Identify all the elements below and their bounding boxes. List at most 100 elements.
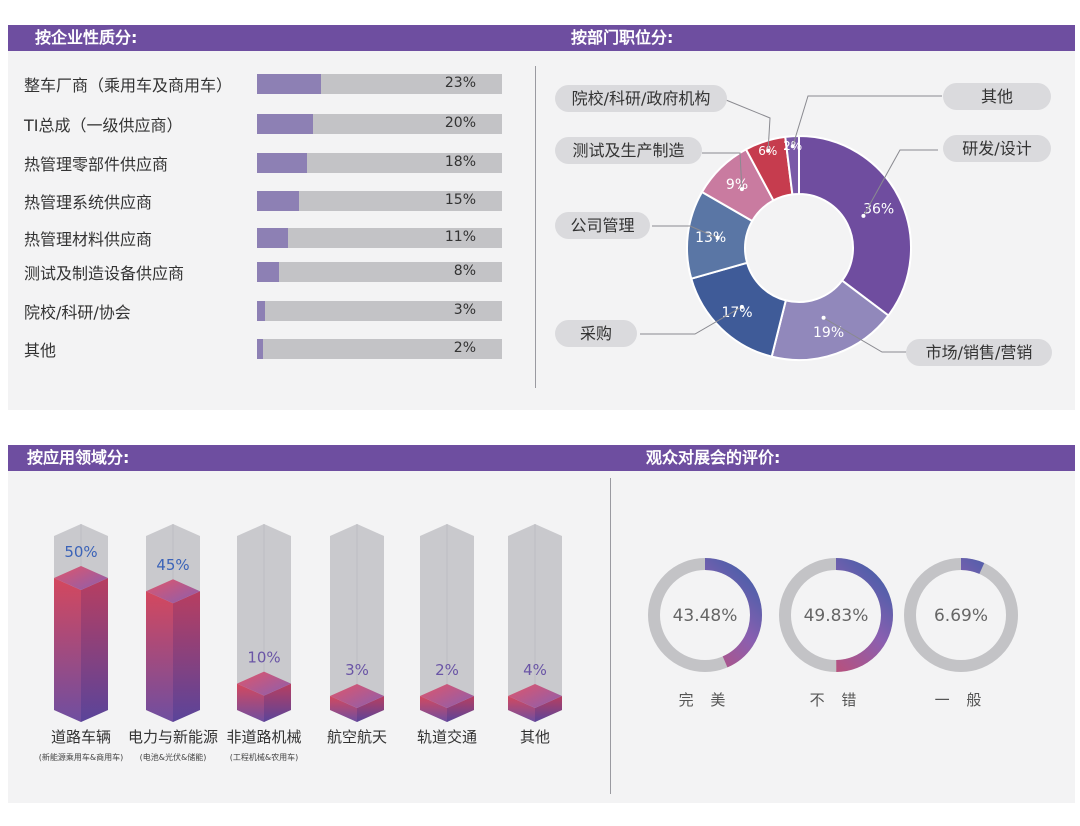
ring-arc [648,558,762,672]
section-title-enterprise: 按企业性质分: [35,28,138,47]
category-label: 电力与新能源 [127,728,218,746]
bar-row: 其他 2% [0,339,502,360]
bar [257,339,263,359]
category-pill: 测试及生产制造 [555,137,702,164]
column-bar-top [420,684,474,708]
bar [257,301,265,321]
column-bar [330,696,357,722]
application-column-chart: 50% 45% 10% 3% 2% 4% [54,524,562,722]
leader-line [823,317,912,353]
leader-dot [766,148,771,153]
ring-arc [904,558,1018,672]
category-pill: 公司管理 [555,212,650,239]
section-title-department: 按部门职位分: [571,28,674,47]
column-bar [420,696,447,722]
column-bar-side [264,683,291,722]
bar-label: 热管理系统供应商 [24,193,153,212]
bar-row: 测试及制造设备供应商 8% [0,262,502,283]
category-sublabel: (工程机械&农用车) [229,753,299,762]
bar-track: 15% [257,191,502,211]
bar-row: TI总成（一级供应商） 20% [0,114,502,135]
evaluation-ring-charts: 43.48% 49.83% 6.69% [648,558,1018,672]
section-title-evaluation: 观众对展会的评价: [646,448,781,467]
bar-value-label: 11% [444,229,476,245]
leader-dot [821,315,826,320]
ring-category-label: 不 错 [809,691,863,709]
bar [257,228,288,248]
column-bar-top [508,684,562,708]
top-header-bar: 按企业性质分: 按部门职位分: [8,25,1075,51]
bar-track: 11% [257,228,502,248]
bar-track: 20% [257,114,502,134]
bar [257,114,313,134]
bar-label: 热管理零部件供应商 [24,155,169,174]
bar-value-label: 2% [453,340,476,356]
leader-line [792,95,942,147]
leader-dot [739,304,744,309]
donut-slice [784,134,800,196]
ring-category-label: 一 般 [934,691,988,709]
category-pill: 其他 [943,83,1051,110]
bar [257,262,279,282]
column-bar [54,578,81,722]
category-sublabel: (新能源乘用车&商用车) [38,753,124,762]
column-bar-top [146,579,200,604]
column-bar-top [237,671,291,696]
leader-line [863,149,938,217]
bar-label: 整车厂商（乘用车及商用车） [24,76,233,95]
category-sublabel: (电池&光伏&储能) [139,753,207,762]
leader-line [640,306,743,335]
leader-dot [790,144,795,149]
leader-dot [715,235,720,240]
slice-value-label: 19% [813,325,844,341]
column-value-label: 10% [247,649,280,667]
bar [257,153,307,173]
bar [257,74,321,94]
category-label: 非道路机械 [226,728,302,746]
category-pill: 研发/设计 [943,135,1051,162]
bar-label: TI总成（一级供应商） [24,116,183,135]
bar-row: 热管理系统供应商 15% [0,191,502,212]
column-bar-side [81,578,108,722]
bottom-divider [610,478,611,794]
category-label: 道路车辆 [50,728,111,746]
leader-dot [861,213,866,218]
column-bar [237,683,264,722]
bar-track: 3% [257,301,502,321]
column-bar-side [173,591,200,722]
bar-row: 院校/科研/协会 3% [0,301,502,322]
bar-value-label: 18% [444,154,476,170]
bottom-header-bar: 按应用领域分: 观众对展会的评价: [8,445,1075,471]
column-bar-side [535,696,562,722]
bar-value-label: 3% [453,302,476,318]
column-value-label: 50% [64,543,97,561]
section-title-application: 按应用领域分: [27,448,130,467]
slice-value-label: 17% [721,305,752,321]
column-value-label: 4% [523,661,547,679]
column-bar-side [447,696,474,722]
bar-value-label: 23% [444,75,476,91]
leader-line [702,152,743,190]
column-bar [146,591,173,722]
ring-value-label: 43.48% [673,606,738,626]
ring-value-label: 49.83% [804,606,869,626]
top-divider [535,66,536,388]
column-value-label: 2% [435,661,459,679]
column-value-label: 3% [345,661,369,679]
column-bar-side [357,696,384,722]
bar-value-label: 20% [444,115,476,131]
category-pill: 市场/销售/营销 [906,339,1052,366]
bar-track: 18% [257,153,502,173]
category-pill: 采购 [555,320,637,347]
department-donut-chart: 36%19%17%13%9%6%2% [640,95,942,361]
bar-track: 23% [257,74,502,94]
leader-line [652,225,718,239]
bar [257,191,299,211]
column-bar [508,696,535,722]
ring-arc [779,558,893,672]
bar-row: 热管理材料供应商 11% [0,228,502,249]
slice-value-label: 13% [695,230,726,246]
donut-slice [798,134,912,317]
category-label: 轨道交通 [416,728,477,746]
ring-category-label: 完 美 [678,691,732,709]
